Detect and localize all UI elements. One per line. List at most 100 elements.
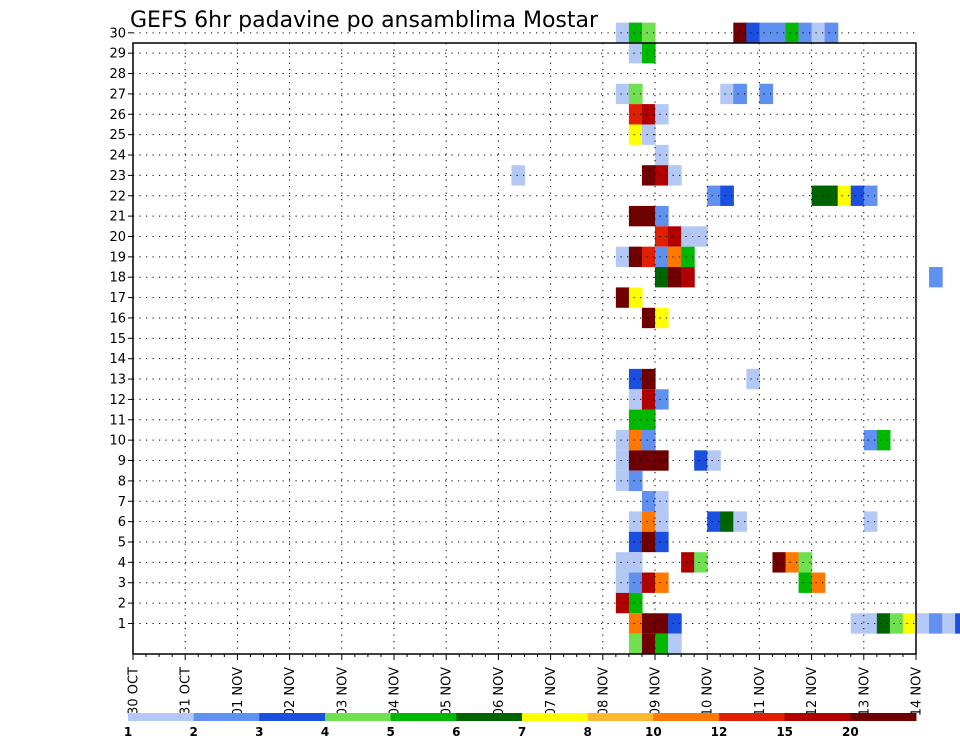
- heatmap-cell: [655, 144, 669, 166]
- heatmap-cell: [772, 22, 787, 43]
- y-tick-label: 22: [109, 189, 126, 204]
- heatmap-cell: [772, 552, 787, 573]
- x-tick-label: 05 NOV: [440, 667, 455, 716]
- heatmap-cell: [615, 450, 630, 471]
- heatmap-cell: [615, 572, 630, 593]
- heatmap-cell: [628, 246, 643, 268]
- heatmap-cell: [628, 409, 643, 430]
- heatmap-cell: [641, 633, 656, 654]
- heatmap-cell: [628, 552, 643, 573]
- y-axis: 1234567891011121314151617181920212223242…: [109, 26, 133, 632]
- x-tick-label: 01 NOV: [231, 667, 246, 716]
- y-tick-label: 11: [109, 413, 126, 428]
- heatmap-cell: [641, 613, 656, 634]
- colorbar-swatch: [784, 713, 851, 721]
- heatmap-cell: [929, 267, 943, 288]
- colorbar-swatch: [325, 713, 392, 721]
- heatmap-cell: [668, 165, 682, 186]
- heatmap-cell: [628, 83, 643, 105]
- heatmap-cell: [955, 613, 960, 634]
- chart-title: GEFS 6hr padavine po ansamblima Mostar: [130, 8, 599, 33]
- heatmap-cell: [733, 22, 747, 43]
- colorbar-swatch: [259, 713, 326, 721]
- heatmap-cell: [628, 429, 643, 451]
- y-tick-label: 23: [109, 169, 126, 184]
- heatmap-cell: [785, 22, 800, 43]
- colorbar-swatch: [653, 713, 720, 721]
- colorbar-label: 2: [189, 725, 197, 739]
- colorbar-label: 8: [583, 725, 591, 739]
- heatmap-cell: [615, 470, 630, 492]
- heatmap-cell: [707, 450, 721, 471]
- heatmap-cell: [628, 450, 643, 471]
- colorbar-swatch: [719, 713, 786, 721]
- x-tick-label: 02 NOV: [283, 667, 298, 716]
- heatmap-cell: [942, 613, 956, 634]
- heatmap-cell: [916, 613, 930, 634]
- heatmap-cell: [811, 22, 826, 43]
- heatmap-cell: [628, 287, 643, 308]
- heatmap-cell: [863, 185, 878, 206]
- heatmap-cell: [655, 165, 669, 186]
- colorbar-label: 3: [255, 725, 263, 739]
- heatmap-cell: [628, 124, 643, 145]
- y-tick-label: 6: [118, 515, 126, 530]
- heatmap-cell: [655, 267, 669, 288]
- heatmap-cell: [863, 613, 878, 634]
- heatmap-cell: [628, 592, 643, 614]
- heatmap-cell: [655, 511, 669, 532]
- heatmap-cells: [511, 22, 960, 654]
- heatmap-cell: [694, 226, 708, 247]
- heatmap-cell: [668, 226, 682, 247]
- colorbar-label: 7: [518, 725, 526, 739]
- heatmap-cell: [668, 246, 682, 268]
- heatmap-cell: [628, 368, 643, 390]
- x-tick-label: 07 NOV: [544, 667, 559, 716]
- heatmap-cell: [615, 592, 630, 614]
- y-tick-label: 27: [109, 87, 126, 102]
- y-tick-label: 14: [109, 352, 126, 367]
- heatmap-cell: [641, 124, 656, 145]
- heatmap-cell: [641, 307, 656, 329]
- heatmap-cell: [641, 22, 656, 43]
- heatmap-cell: [707, 185, 721, 206]
- heatmap-cell: [876, 429, 891, 451]
- y-tick-label: 4: [118, 556, 126, 571]
- heatmap-cell: [628, 389, 643, 410]
- heatmap-cell: [681, 267, 695, 288]
- heatmap-cell: [641, 572, 656, 593]
- heatmap-cell: [615, 246, 630, 268]
- colorbar-label: 4: [321, 725, 329, 739]
- heatmap-cell: [655, 491, 669, 512]
- heatmap-cell: [641, 205, 656, 227]
- heatmap-cell: [889, 613, 904, 634]
- gridlines: [133, 32, 916, 654]
- heatmap-cell: [641, 429, 656, 451]
- heatmap-cell: [655, 307, 669, 329]
- heatmap-cell: [837, 185, 852, 206]
- heatmap-cell: [785, 552, 800, 573]
- heatmap-cell: [655, 531, 669, 553]
- heatmap-cell: [668, 633, 682, 654]
- heatmap-cell: [668, 267, 682, 288]
- heatmap-cell: [628, 470, 643, 492]
- y-tick-label: 1: [118, 617, 126, 632]
- heatmap-cell: [811, 185, 826, 206]
- y-tick-label: 18: [109, 271, 126, 286]
- heatmap-cell: [720, 83, 734, 105]
- heatmap-cell: [694, 450, 708, 471]
- colorbar-label: 12: [711, 725, 728, 739]
- colorbar-swatch: [128, 713, 195, 721]
- heatmap-cell: [863, 429, 878, 451]
- heatmap-cell: [641, 165, 656, 186]
- y-tick-label: 7: [118, 495, 126, 510]
- x-tick-label: 30 OCT: [127, 667, 142, 715]
- heatmap-cell: [929, 613, 943, 634]
- colorbar-swatch: [522, 713, 589, 721]
- y-tick-label: 10: [109, 434, 126, 449]
- y-tick-label: 5: [118, 535, 126, 550]
- colorbar-label: 5: [386, 725, 394, 739]
- heatmap-cell: [655, 104, 669, 125]
- colorbar-label: 6: [452, 725, 460, 739]
